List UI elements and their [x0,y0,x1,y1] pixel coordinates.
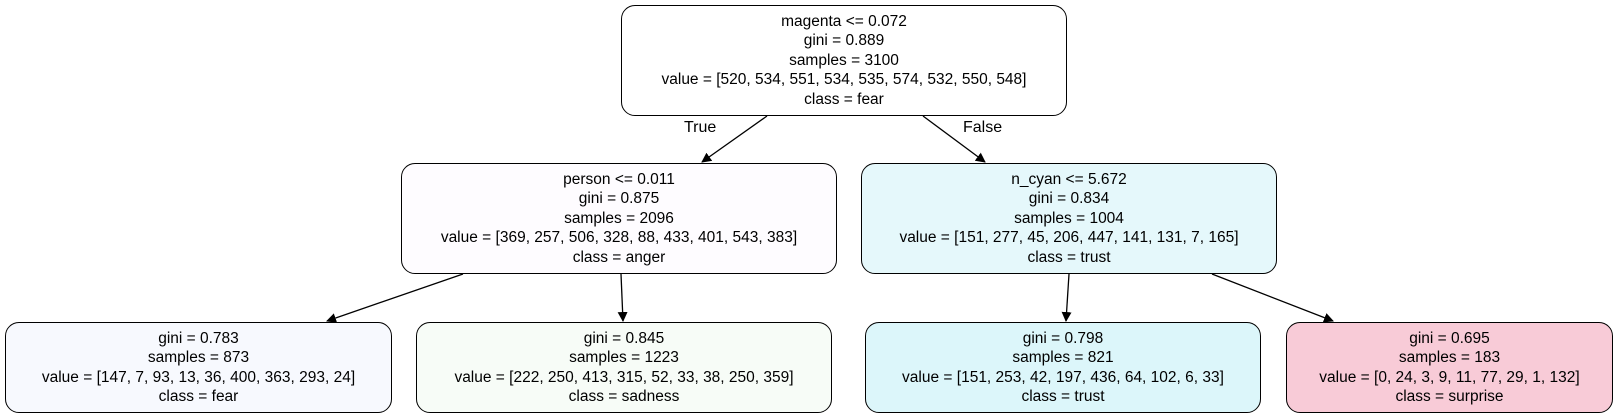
node-class: class = fear [158,388,239,405]
node-value: value = [222, 250, 413, 315, 52, 33, 38,… [454,368,794,386]
node-samples: samples = 821 [1012,349,1114,366]
node-gini: gini = 0.783 [158,329,239,347]
node-value: value = [147, 7, 93, 13, 36, 400, 363, 2… [41,368,356,386]
node-samples: samples = 3100 [789,51,899,69]
node-samples: samples = 1223 [569,349,679,366]
node-gini: gini = 0.875 [578,190,660,208]
node-class: class = surprise [1395,388,1504,405]
node-gini: gini = 0.695 [1409,329,1490,347]
edge-label-true: True [684,119,717,136]
tree-leaf-trust: gini = 0.798 samples = 821 value = [151,… [865,322,1261,413]
node-samples: samples = 1004 [1014,209,1124,227]
node-value: value = [520, 534, 551, 534, 535, 574, 5… [661,71,1027,89]
node-gini: gini = 0.889 [803,32,885,50]
edge-n-cyan-to-trust-leaf [1061,273,1072,322]
tree-node-person-split: person <= 0.011 gini = 0.875 samples = 2… [401,163,837,274]
node-samples: samples = 2096 [564,209,674,227]
node-gini: gini = 0.845 [583,329,665,347]
edge-root-to-person [701,115,768,163]
edge-label-false: False [963,119,1003,136]
node-value: value = [151, 277, 45, 206, 447, 141, 13… [899,229,1239,247]
node-class: class = trust [1027,248,1111,266]
node-samples: samples = 183 [1398,349,1501,366]
tree-node-n-cyan-split: n_cyan <= 5.672 gini = 0.834 samples = 1… [861,163,1277,274]
node-class: class = trust [1021,388,1105,405]
node-split-rule: person <= 0.011 [563,170,675,188]
node-split-rule: magenta <= 0.072 [781,12,907,30]
node-value: value = [151, 253, 42, 197, 436, 64, 102… [902,368,1224,386]
node-gini: gini = 0.834 [1028,190,1110,208]
node-class: class = sadness [568,388,680,405]
node-samples: samples = 873 [147,349,250,366]
tree-leaf-fear: gini = 0.783 samples = 873 value = [147,… [5,322,392,413]
tree-leaf-sadness: gini = 0.845 samples = 1223 value = [222… [416,322,832,413]
edge-person-to-sadness-leaf [617,273,628,322]
tree-leaf-surprise: gini = 0.695 samples = 183 value = [0, 2… [1286,322,1613,413]
node-split-rule: n_cyan <= 5.672 [1011,170,1127,188]
tree-node-root: magenta <= 0.072 gini = 0.889 samples = … [621,5,1067,116]
node-class: class = fear [804,90,884,108]
node-gini: gini = 0.798 [1022,329,1104,347]
node-value: value = [0, 24, 3, 9, 11, 77, 29, 1, 132… [1319,368,1580,386]
edge-root-to-n-cyan [922,115,986,163]
node-class: class = anger [572,248,666,266]
edge-n-cyan-to-surprise-leaf [1211,273,1334,323]
node-value: value = [369, 257, 506, 328, 88, 433, 40… [440,229,798,247]
edge-person-to-fear-leaf [326,273,464,323]
